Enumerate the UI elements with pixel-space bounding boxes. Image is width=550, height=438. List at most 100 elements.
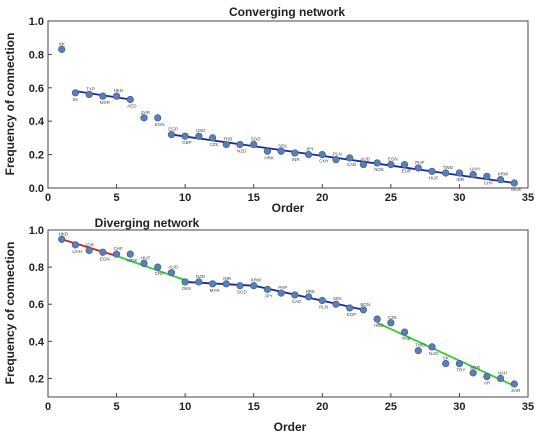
diverging-network-chart: Diverging network Order Frequency of con… bbox=[3, 216, 534, 434]
data-point bbox=[442, 360, 450, 368]
point-label: SEK bbox=[333, 296, 342, 301]
y-axis-label: Frequency of connection bbox=[3, 242, 17, 385]
chart-title: Converging network bbox=[229, 5, 345, 19]
point-label: HRK bbox=[264, 155, 274, 160]
point-label: BGN bbox=[360, 302, 370, 307]
point-label: ZAR bbox=[141, 110, 151, 115]
point-label: EGP bbox=[168, 127, 178, 132]
x-tick-label: 0 bbox=[45, 192, 51, 204]
y-tick-label: 1.0 bbox=[29, 16, 44, 28]
data-point bbox=[387, 161, 395, 169]
data-point bbox=[236, 282, 244, 290]
point-label: NZD bbox=[237, 149, 247, 154]
data-point bbox=[373, 159, 381, 167]
y-tick-label: 0.6 bbox=[29, 299, 44, 311]
point-label: MOK bbox=[127, 258, 137, 263]
data-point bbox=[99, 92, 107, 100]
data-point bbox=[277, 147, 285, 155]
data-point bbox=[222, 140, 230, 149]
y-tick-label: 0.6 bbox=[29, 83, 44, 95]
point-label: TRY bbox=[456, 368, 465, 373]
data-point bbox=[346, 304, 354, 312]
point-label: KRW bbox=[498, 172, 509, 177]
x-tick-label: 35 bbox=[522, 192, 534, 204]
data-point bbox=[263, 147, 272, 155]
y-tick-label: 0.0 bbox=[29, 183, 44, 195]
data-point bbox=[126, 95, 134, 104]
point-label: HKD bbox=[59, 231, 69, 236]
data-point bbox=[469, 171, 477, 179]
data-point bbox=[126, 250, 134, 258]
data-point bbox=[208, 280, 217, 288]
point-label: DKK bbox=[182, 286, 191, 291]
converging-network-chart: Converging network Order Frequency of co… bbox=[3, 5, 534, 215]
data-point bbox=[483, 372, 491, 381]
point-label: PLN bbox=[319, 305, 328, 310]
data-point bbox=[181, 278, 189, 286]
point-label: CAD bbox=[347, 162, 357, 167]
x-tick-label: 0 bbox=[45, 401, 51, 413]
data-point bbox=[181, 132, 189, 140]
data-point bbox=[510, 380, 518, 388]
point-label: EGP bbox=[347, 312, 357, 317]
point-label: SEK bbox=[278, 143, 287, 148]
x-tick-label: 20 bbox=[316, 401, 328, 413]
point-label: MXR bbox=[470, 365, 481, 370]
point-label: KRW bbox=[251, 278, 262, 283]
point-label: MXR bbox=[100, 100, 111, 105]
point-label: UAH bbox=[498, 370, 508, 375]
point-label: GBP bbox=[182, 140, 192, 145]
data-point bbox=[496, 374, 505, 383]
data-point bbox=[154, 114, 162, 122]
data-point bbox=[414, 164, 422, 172]
x-tick-label: 30 bbox=[453, 192, 465, 204]
point-label: TWD bbox=[443, 165, 454, 170]
data-point bbox=[99, 248, 107, 256]
point-label: CHF bbox=[114, 246, 123, 251]
data-point bbox=[112, 250, 121, 258]
y-tick-label: 0.2 bbox=[29, 150, 44, 162]
data-points: XKSKTYPMXRHKDAEDZAREGNEGPGBPUSDCZKTHBNZD… bbox=[58, 41, 522, 192]
point-label: IDR bbox=[86, 242, 95, 247]
point-label: THB bbox=[402, 336, 411, 341]
point-label: HKD bbox=[114, 88, 124, 93]
point-label: XK bbox=[59, 41, 65, 46]
data-point bbox=[469, 369, 477, 377]
point-label: EGN bbox=[155, 122, 165, 127]
x-axis-label: Order bbox=[274, 420, 307, 434]
data-point bbox=[373, 315, 381, 323]
point-label: USD bbox=[196, 128, 206, 133]
data-point bbox=[58, 235, 66, 243]
point-label: HUF bbox=[429, 175, 438, 180]
point-label: TWD bbox=[415, 343, 426, 348]
point-label: CNY bbox=[319, 159, 329, 164]
x-tick-label: 20 bbox=[316, 192, 328, 204]
point-label: PLN bbox=[333, 152, 342, 157]
point-label: SK bbox=[443, 356, 449, 361]
data-point bbox=[332, 300, 340, 308]
data-point bbox=[483, 172, 491, 180]
point-label: EUR bbox=[402, 169, 412, 174]
point-label: CNY bbox=[155, 271, 165, 276]
data-point bbox=[318, 151, 326, 159]
data-point bbox=[167, 130, 176, 139]
point-label: CZK bbox=[388, 315, 397, 320]
y-tick-label: 0.4 bbox=[29, 336, 45, 348]
data-point bbox=[195, 132, 203, 140]
point-label: CHF bbox=[484, 180, 493, 185]
x-tick-label: 15 bbox=[248, 192, 260, 204]
data-point bbox=[140, 259, 148, 268]
fit-line bbox=[171, 133, 515, 184]
data-point bbox=[71, 241, 80, 249]
data-point bbox=[304, 151, 313, 159]
data-point bbox=[332, 156, 340, 164]
point-label: NOK bbox=[374, 167, 384, 172]
data-point bbox=[318, 296, 326, 305]
data-point bbox=[510, 179, 518, 187]
point-label: TYP bbox=[86, 86, 95, 91]
data-point bbox=[496, 176, 505, 184]
y-tick-label: 1.0 bbox=[29, 225, 44, 237]
data-point bbox=[400, 328, 409, 336]
chart-title: Diverging network bbox=[95, 216, 200, 230]
point-label: AR bbox=[484, 381, 491, 386]
